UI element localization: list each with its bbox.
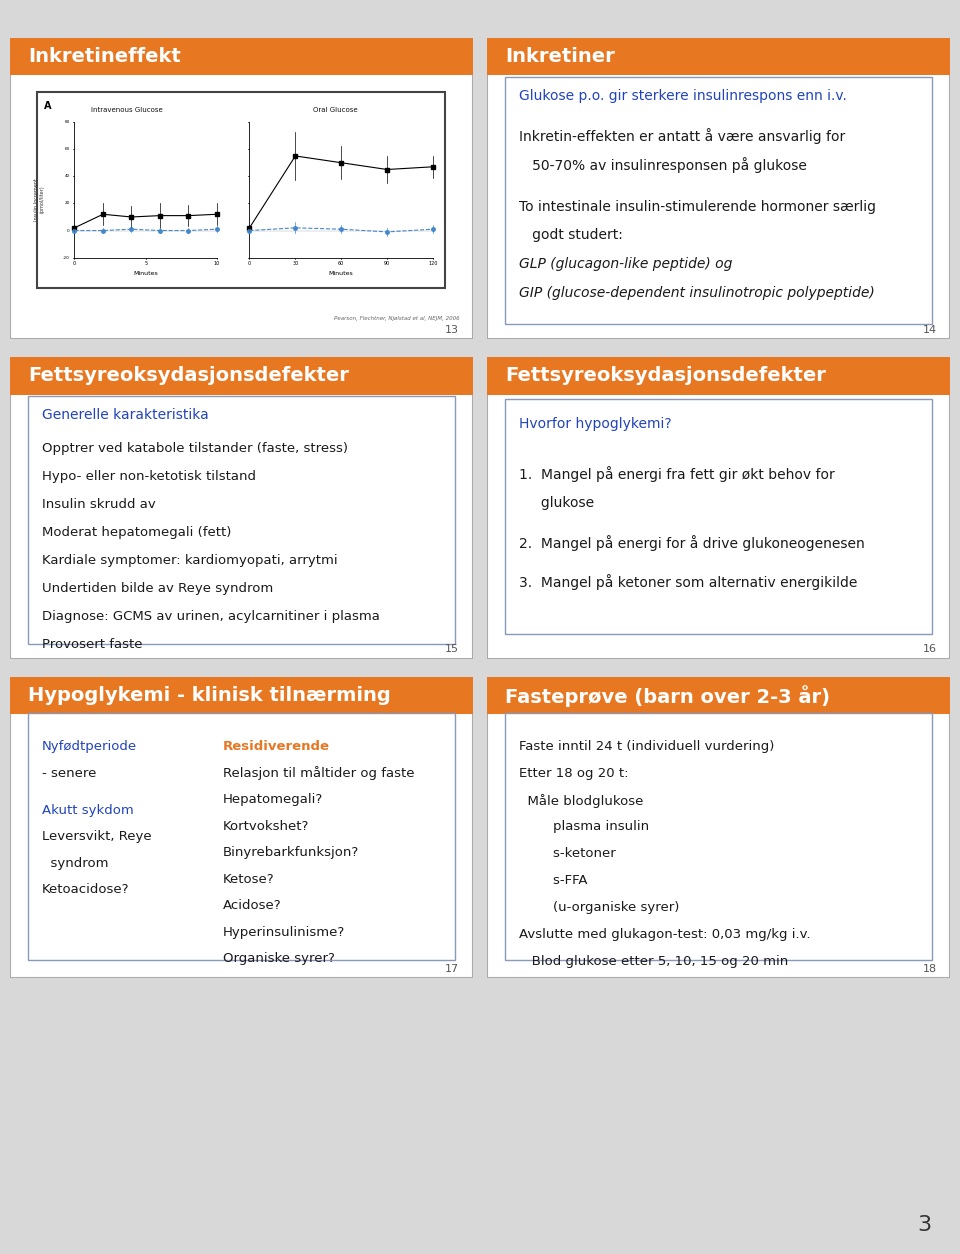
Text: 18: 18 — [923, 963, 937, 973]
Text: 50-70% av insulinresponsen på glukose: 50-70% av insulinresponsen på glukose — [519, 157, 807, 173]
Text: 90: 90 — [384, 261, 390, 266]
Text: 3.  Mangel på ketoner som alternativ energikilde: 3. Mangel på ketoner som alternativ ener… — [519, 574, 858, 591]
FancyBboxPatch shape — [10, 38, 473, 339]
Text: 120: 120 — [428, 261, 438, 266]
Text: Fasteprøve (barn over 2-3 år): Fasteprøve (barn over 2-3 år) — [506, 685, 830, 706]
Text: syndrom: syndrom — [42, 856, 108, 870]
Text: Avslutte med glukagon-test: 0,03 mg/kg i.v.: Avslutte med glukagon-test: 0,03 mg/kg i… — [519, 928, 811, 940]
Text: Måle blodglukose: Måle blodglukose — [519, 794, 644, 808]
Text: Minutes: Minutes — [133, 271, 158, 276]
Text: 60: 60 — [338, 261, 345, 266]
Text: Hyperinsulinisme?: Hyperinsulinisme? — [223, 925, 345, 939]
Text: 10: 10 — [214, 261, 220, 266]
Text: Inkretiner: Inkretiner — [506, 46, 615, 66]
Text: Undertiden bilde av Reye syndrom: Undertiden bilde av Reye syndrom — [42, 582, 274, 594]
Text: Faste inntil 24 t (individuell vurdering): Faste inntil 24 t (individuell vurdering… — [519, 740, 775, 752]
Text: 0: 0 — [248, 261, 252, 266]
Text: 60: 60 — [64, 147, 70, 152]
Text: Moderat hepatomegali (fett): Moderat hepatomegali (fett) — [42, 525, 231, 539]
FancyBboxPatch shape — [506, 712, 932, 961]
Text: 5: 5 — [144, 261, 147, 266]
FancyBboxPatch shape — [487, 38, 950, 339]
Text: Glukose p.o. gir sterkere insulinrespons enn i.v.: Glukose p.o. gir sterkere insulinrespons… — [519, 89, 848, 103]
FancyBboxPatch shape — [487, 677, 950, 978]
Text: GIP (glucose-dependent insulinotropic polypeptide): GIP (glucose-dependent insulinotropic po… — [519, 286, 876, 300]
Text: s-FFA: s-FFA — [519, 874, 588, 887]
Text: 0: 0 — [73, 261, 76, 266]
Text: Leversvikt, Reye: Leversvikt, Reye — [42, 830, 152, 843]
Text: Pearson, Flechtner, Njølstad et al, NEJM, 2006: Pearson, Flechtner, Njølstad et al, NEJM… — [333, 316, 459, 321]
Text: To intestinale insulin-stimulerende hormoner særlig: To intestinale insulin-stimulerende horm… — [519, 199, 876, 213]
FancyBboxPatch shape — [506, 76, 932, 324]
Text: s-ketoner: s-ketoner — [519, 848, 616, 860]
Text: Kardiale symptomer: kardiomyopati, arrytmi: Kardiale symptomer: kardiomyopati, arryt… — [42, 554, 338, 567]
FancyBboxPatch shape — [487, 357, 950, 658]
Text: Intravenous Glucose: Intravenous Glucose — [91, 107, 163, 113]
Text: 30: 30 — [292, 261, 299, 266]
Text: A: A — [44, 100, 52, 110]
Text: Diagnose: GCMS av urinen, acylcarnitiner i plasma: Diagnose: GCMS av urinen, acylcarnitiner… — [42, 609, 380, 623]
FancyBboxPatch shape — [28, 396, 454, 643]
Text: Hypoglykemi - klinisk tilnærming: Hypoglykemi - klinisk tilnærming — [28, 686, 391, 705]
Text: Fettsyreoksydasjonsdefekter: Fettsyreoksydasjonsdefekter — [506, 366, 827, 385]
FancyBboxPatch shape — [487, 677, 950, 715]
Text: 14: 14 — [923, 325, 937, 335]
Text: Generelle karakteristika: Generelle karakteristika — [42, 409, 208, 423]
FancyBboxPatch shape — [487, 357, 950, 395]
FancyBboxPatch shape — [10, 357, 473, 395]
Text: Binyrebarkfunksjon?: Binyrebarkfunksjon? — [223, 846, 359, 859]
Text: Residiverende: Residiverende — [223, 740, 330, 752]
Text: Nyfødtperiode: Nyfødtperiode — [42, 740, 137, 752]
Text: godt studert:: godt studert: — [519, 228, 623, 242]
Text: Fettsyreoksydasjonsdefekter: Fettsyreoksydasjonsdefekter — [28, 366, 349, 385]
Text: 13: 13 — [445, 325, 459, 335]
Text: 2.  Mangel på energi for å drive glukoneogenesen: 2. Mangel på energi for å drive glukoneo… — [519, 535, 865, 551]
Text: Opptrer ved katabole tilstander (faste, stress): Opptrer ved katabole tilstander (faste, … — [42, 441, 348, 454]
Text: Hypo- eller non-ketotisk tilstand: Hypo- eller non-ketotisk tilstand — [42, 469, 256, 483]
FancyBboxPatch shape — [10, 38, 473, 75]
FancyBboxPatch shape — [10, 677, 473, 978]
Text: Akutt sykdom: Akutt sykdom — [42, 804, 133, 816]
Text: Minutes: Minutes — [329, 271, 353, 276]
Text: Acidose?: Acidose? — [223, 899, 281, 912]
Text: Ketoacidose?: Ketoacidose? — [42, 883, 130, 897]
Text: Ketose?: Ketose? — [223, 873, 275, 885]
Text: 3: 3 — [917, 1215, 931, 1235]
FancyBboxPatch shape — [37, 92, 445, 288]
FancyBboxPatch shape — [10, 357, 473, 658]
Text: (u-organiske syrer): (u-organiske syrer) — [519, 900, 680, 914]
Text: Kortvokshet?: Kortvokshet? — [223, 820, 309, 833]
Text: Oral Glucose: Oral Glucose — [313, 107, 357, 113]
Text: GLP (glucagon-like peptide) og: GLP (glucagon-like peptide) og — [519, 257, 732, 271]
Text: Insulin Increment
(pmol/liter): Insulin Increment (pmol/liter) — [35, 178, 45, 221]
Text: 40: 40 — [64, 174, 70, 178]
Text: Inkretin-effekten er antatt å være ansvarlig for: Inkretin-effekten er antatt å være ansva… — [519, 128, 846, 144]
Text: 15: 15 — [445, 645, 459, 655]
Text: Inkretineffekt: Inkretineffekt — [28, 46, 180, 66]
FancyBboxPatch shape — [28, 712, 454, 961]
Text: 0: 0 — [67, 228, 70, 232]
Text: 1.  Mangel på energi fra fett gir økt behov for: 1. Mangel på energi fra fett gir økt beh… — [519, 465, 835, 482]
Text: 80: 80 — [64, 120, 70, 124]
Text: 20: 20 — [64, 202, 70, 206]
Text: Organiske syrer?: Organiske syrer? — [223, 952, 335, 966]
Text: Hvorfor hypoglykemi?: Hvorfor hypoglykemi? — [519, 418, 672, 431]
Text: 17: 17 — [445, 963, 459, 973]
Text: 16: 16 — [923, 645, 937, 655]
Text: Etter 18 og 20 t:: Etter 18 og 20 t: — [519, 766, 629, 780]
Text: glukose: glukose — [519, 495, 594, 510]
Text: Hepatomegali?: Hepatomegali? — [223, 793, 323, 806]
FancyBboxPatch shape — [10, 677, 473, 715]
Text: Relasjon til måltider og faste: Relasjon til måltider og faste — [223, 766, 415, 780]
Text: - senere: - senere — [42, 766, 96, 780]
FancyBboxPatch shape — [506, 399, 932, 635]
Text: plasma insulin: plasma insulin — [519, 820, 650, 834]
FancyBboxPatch shape — [487, 38, 950, 75]
Text: Insulin skrudd av: Insulin skrudd av — [42, 498, 156, 510]
Text: Blod glukose etter 5, 10, 15 og 20 min: Blod glukose etter 5, 10, 15 og 20 min — [519, 954, 789, 968]
Text: -20: -20 — [63, 256, 70, 260]
Text: Provosert faste: Provosert faste — [42, 638, 142, 651]
